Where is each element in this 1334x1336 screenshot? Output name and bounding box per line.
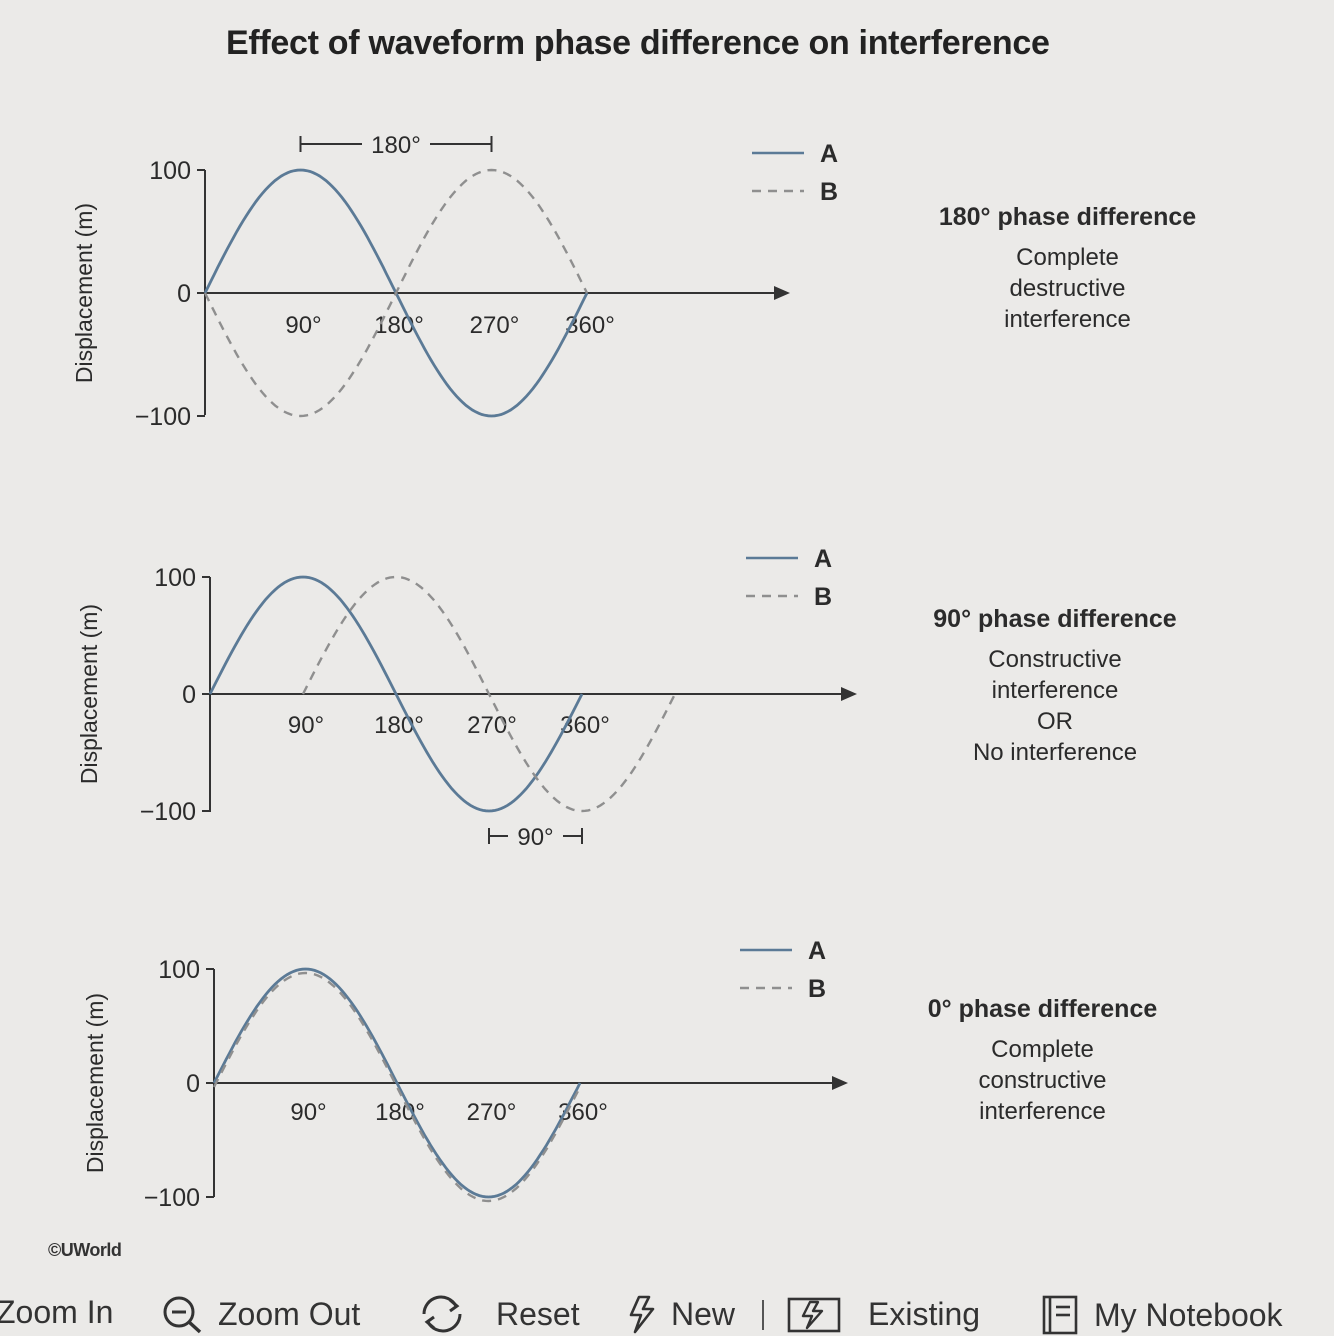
x-tick-label: 360° bbox=[565, 312, 615, 339]
y-tick-label: −100 bbox=[140, 798, 196, 826]
x-axis-arrow bbox=[841, 687, 857, 701]
copyright: ©UWorld bbox=[48, 1240, 122, 1260]
x-tick-label: 270° bbox=[467, 712, 517, 739]
caption-line: destructive bbox=[1009, 275, 1126, 302]
y-tick-label: −100 bbox=[144, 1184, 200, 1212]
x-tick-label: 360° bbox=[560, 712, 610, 739]
series-line-b bbox=[301, 575, 677, 813]
caption-line: interference bbox=[1004, 306, 1131, 333]
caption-0: 0° phase difference Complete constructiv… bbox=[895, 995, 1190, 1127]
new-flashcard-icon bbox=[629, 1295, 655, 1334]
y-axis-title: Displacement (m) bbox=[76, 604, 102, 784]
zoom-in-label: Zoom In bbox=[0, 1294, 114, 1330]
toolbar: Zoom In Zoom Out Reset New Existing bbox=[0, 1288, 1334, 1336]
caption-line: interference bbox=[991, 677, 1119, 704]
existing-label: Existing bbox=[868, 1295, 981, 1332]
x-tick-label: 90° bbox=[288, 712, 324, 739]
y-tick-label: 0 bbox=[177, 280, 191, 308]
annotation-label: 90° bbox=[517, 824, 553, 851]
zoom-out-label: Zoom Out bbox=[218, 1295, 361, 1332]
reset-icon bbox=[422, 1295, 462, 1333]
caption-title: 180° phase difference bbox=[938, 203, 1197, 231]
x-tick-label: 270° bbox=[467, 1099, 517, 1126]
zoom-out-button[interactable]: Zoom Out bbox=[160, 1294, 360, 1334]
charts-canvas: 100 0 −100 90° 180° 270° 360° Displacement (m) A… bbox=[71, 132, 857, 1212]
new-flashcard-button[interactable]: New bbox=[625, 1294, 735, 1334]
zoom-out-icon bbox=[163, 1296, 202, 1334]
figure-title: Effect of waveform phase difference on i… bbox=[226, 24, 1050, 62]
series-line-a bbox=[208, 575, 584, 813]
existing-flashcard-button[interactable]: Existing bbox=[786, 1294, 980, 1334]
y-tick-label: 0 bbox=[186, 1070, 200, 1098]
caption-line: interference bbox=[979, 1098, 1106, 1125]
new-label: New bbox=[671, 1295, 736, 1332]
caption-line: Complete bbox=[1016, 244, 1119, 271]
legend-label-a: A bbox=[820, 140, 838, 168]
legend-label-a: A bbox=[814, 545, 832, 573]
caption-line: Constructive bbox=[988, 646, 1122, 673]
series-line-b bbox=[212, 971, 582, 1203]
caption-title: 0° phase difference bbox=[927, 995, 1158, 1023]
caption-line: Complete bbox=[991, 1036, 1094, 1063]
caption-line: No interference bbox=[972, 739, 1138, 766]
x-axis-arrow bbox=[832, 1076, 848, 1090]
caption-90: 90° phase difference Constructive interf… bbox=[905, 605, 1205, 768]
x-tick-label: 90° bbox=[285, 312, 321, 339]
y-tick-label: 100 bbox=[154, 564, 196, 592]
my-notebook-label: My Notebook bbox=[1094, 1296, 1283, 1333]
reset-label: Reset bbox=[496, 1295, 580, 1332]
y-tick-label: 100 bbox=[158, 956, 200, 984]
x-axis-arrow bbox=[774, 286, 790, 300]
legend-label-a: A bbox=[808, 937, 826, 965]
series-line-b bbox=[203, 168, 589, 418]
toolbar-divider bbox=[762, 1300, 764, 1330]
caption-180: 180° phase difference Complete destructi… bbox=[920, 203, 1215, 335]
series-line-a bbox=[212, 967, 582, 1199]
y-axis-title: Displacement (m) bbox=[71, 203, 97, 383]
legend-label-b: B bbox=[808, 975, 826, 1003]
legend-label-b: B bbox=[814, 583, 832, 611]
y-tick-label: 0 bbox=[182, 681, 196, 709]
existing-flashcard-icon bbox=[787, 1297, 841, 1333]
y-tick-label: 100 bbox=[149, 157, 191, 185]
x-tick-label: 270° bbox=[470, 312, 520, 339]
zoom-in-button[interactable]: Zoom In bbox=[0, 1294, 113, 1331]
annotation-label: 180° bbox=[371, 132, 421, 159]
caption-line: constructive bbox=[978, 1067, 1107, 1094]
my-notebook-button[interactable]: My Notebook bbox=[1040, 1294, 1283, 1336]
caption-line: OR bbox=[1037, 708, 1073, 735]
legend-label-b: B bbox=[820, 178, 838, 206]
caption-title: 90° phase difference bbox=[933, 605, 1177, 633]
y-axis-title: Displacement (m) bbox=[82, 993, 108, 1173]
notebook-icon bbox=[1042, 1295, 1078, 1335]
reset-button[interactable]: Reset bbox=[416, 1294, 580, 1334]
x-tick-label: 90° bbox=[290, 1099, 326, 1126]
y-tick-label: −100 bbox=[135, 403, 191, 431]
chart-panel-0: 100 0 −100 90° 180° 270° 360° Displacement (m) A… bbox=[71, 132, 838, 431]
